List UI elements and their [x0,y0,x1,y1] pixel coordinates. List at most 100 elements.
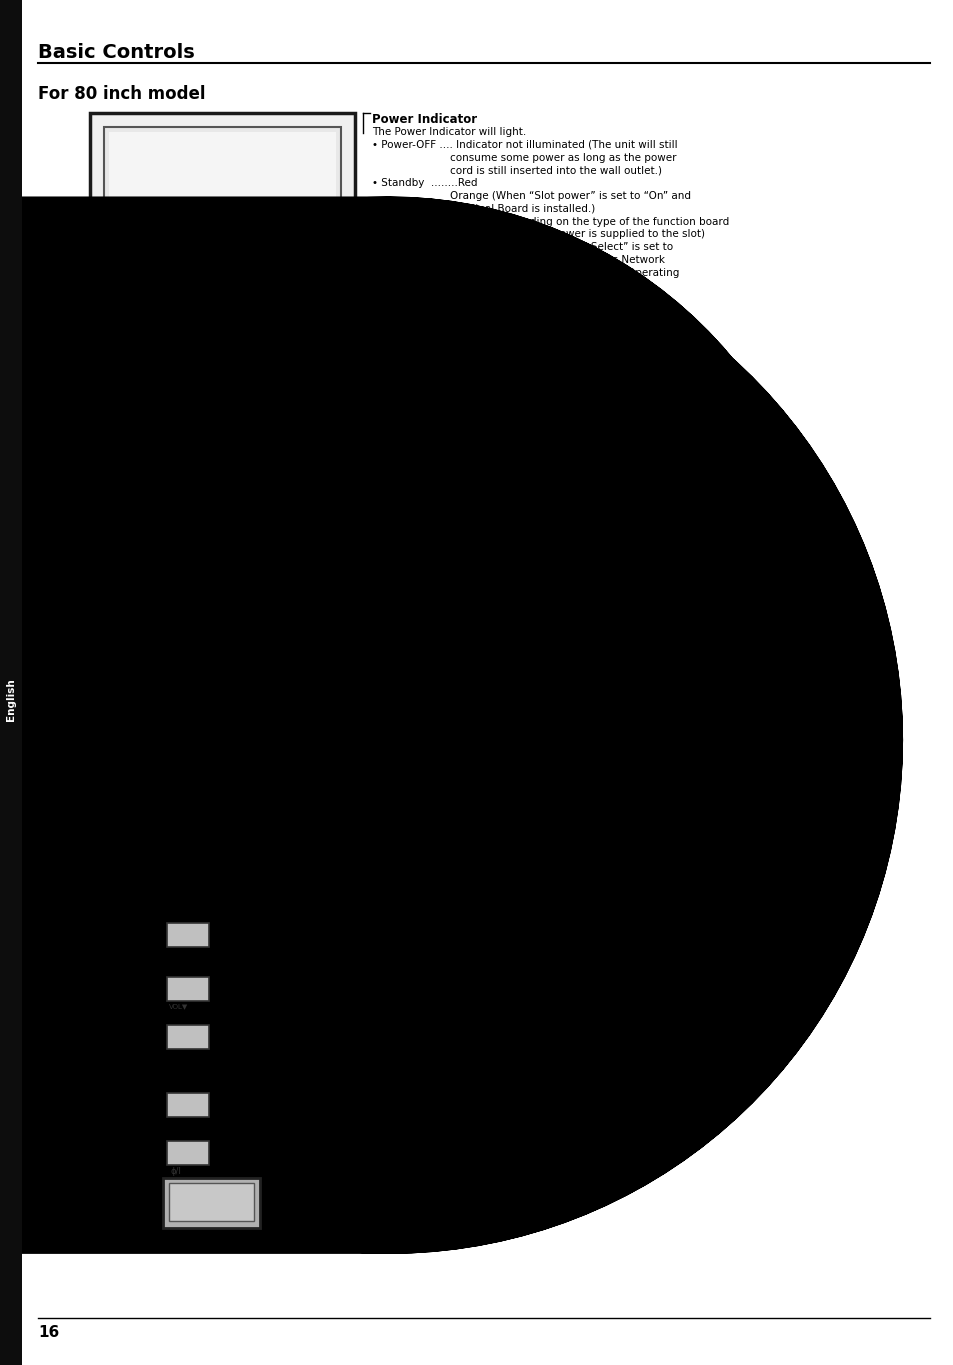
Text: installed, when the power is supplied to the slot): installed, when the power is supplied to… [372,229,704,239]
Text: cord is still inserted into the wall outlet.): cord is still inserted into the wall out… [372,165,661,175]
Bar [167,923,209,947]
Bar [344,809,352,830]
Text: Enter / Aspect button: Enter / Aspect button [283,904,424,916]
Bar [74,714,90,723]
Bar [207,295,236,330]
Bar [71,599,384,618]
Bar [169,1183,253,1222]
Text: is generally larger than that of when the power indicator is red.: is generally larger than that of when th… [372,434,703,444]
Bar [74,700,90,710]
Bar [154,893,268,1143]
Text: Basic Controls: Basic Controls [38,44,194,61]
Bar [163,908,260,1048]
Text: INPUT: INPUT [177,1149,198,1156]
Bar [90,283,355,295]
Text: Terminal board (optional accessories) insert: Terminal board (optional accessories) in… [468,733,730,747]
Bar [109,132,335,261]
Text: Detects the brightness in the viewing environment.: Detects the brightness in the viewing en… [372,581,640,591]
Bar [71,621,341,834]
Bar [167,1025,209,1048]
Text: Note:: Note: [372,408,404,419]
Text: ϕ/I: ϕ/I [171,1167,182,1177]
Text: * These functions are not supported by TH-80LFC70E.: * These functions are not supported by T… [372,344,652,355]
Text: • HDMI1 Power management: • HDMI1 Power management [372,306,522,317]
Text: function when installed in the upper side slot.: function when installed in the upper sid… [420,805,659,815]
Text: ENTER: ENTER [176,932,199,938]
Text: INPUT button (INPUT signal selection): INPUT button (INPUT signal selection) [277,1155,530,1168]
Bar [354,809,361,830]
Text: If the power indicator is orange, power consumption during standby: If the power indicator is orange, power … [372,422,727,431]
Bar [158,695,213,730]
Text: +/▲: +/▲ [181,986,194,992]
Text: • DVI-D Power management: • DVI-D Power management [372,384,518,393]
Text: Each time the MENU button is pressed, the menu screen will switch.: Each time the MENU button is pressed, th… [283,1118,639,1127]
Bar [167,1141,209,1164]
Text: sensor: sensor [111,345,152,355]
Text: Orange (Depending on the type of the function board: Orange (Depending on the type of the fun… [372,217,728,227]
Text: USB (VIEWER):: USB (VIEWER): [420,636,519,650]
Text: slot (see page 3): slot (see page 3) [480,753,579,767]
Text: Brightness Sensor: Brightness Sensor [372,568,493,581]
Text: HDMI2 Power management: HDMI2 Power management [372,319,520,329]
Bar [0,0,22,1365]
Text: SLOT:: SLOT: [420,733,458,747]
Text: For 80 inch model: For 80 inch model [38,85,205,102]
Text: .......................... Orange (With HDMI1 or HDMI2 input signal.): .......................... Orange (With … [372,332,700,341]
Text: The Power Indicator will light.: The Power Indicator will light. [372,127,526,136]
Bar [253,689,373,770]
Bar [220,702,242,723]
Bar [90,113,355,295]
Text: Orange (When “Slot power” is set to “On” and: Orange (When “Slot power” is set to “On”… [372,191,690,201]
Text: Power Indicator: Power Indicator [372,113,476,126]
Circle shape [334,287,337,291]
Text: Main Power On / Off Switch: Main Power On / Off Switch [283,1188,464,1201]
Text: English: English [6,678,16,721]
Text: ..........................Orange (With DVI input signal.): ..........................Orange (With D… [372,396,628,405]
Text: consume some power as long as the power: consume some power as long as the power [372,153,676,162]
Bar [74,728,90,738]
Text: Instructions, Network Operations”): Instructions, Network Operations”) [372,281,631,291]
Bar [167,977,209,1001]
Text: “+”: press to move the cursor up: “+”: press to move the cursor up [283,971,456,980]
Text: • PC Power management (DPMS): • PC Power management (DPMS) [372,358,543,367]
Text: Note:: Note: [420,768,457,781]
Text: Standby” is set to “On”. Refer to “Operating: Standby” is set to “On”. Refer to “Opera… [372,268,679,278]
Bar [163,1178,260,1228]
Text: VOL▼: VOL▼ [169,1003,188,1009]
Bar [68,595,388,839]
Bar [104,127,340,272]
Bar [374,809,381,830]
Text: Volume Up “+” Down “–”: Volume Up “+” Down “–” [283,945,414,954]
Bar [71,695,91,775]
Bar [90,384,154,448]
Text: • Power-OFF .... Indicator not illuminated (The unit will still: • Power-OFF .... Indicator not illuminat… [372,139,677,150]
Text: Remote control: Remote control [84,332,180,343]
Text: ..........................Orange (With PC input signal.): ..........................Orange (With P… [372,370,624,381]
Text: The upper side slot is for terminal board with 2-slot: The upper side slot is for terminal boar… [420,781,689,790]
Text: MENU Screen ON / OFF: MENU Screen ON / OFF [283,1106,435,1118]
Text: -/▼: -/▼ [183,1035,193,1040]
Text: Connect to USB memory.: Connect to USB memory. [522,636,674,650]
Text: MENU: MENU [177,1102,198,1108]
Text: • Power-ON ...... Green: • Power-ON ...... Green [372,293,490,303]
Text: “–”: press to move the cursor down: “–”: press to move the cursor down [283,983,467,992]
Bar [167,330,276,348]
Text: Volume Adjustment: Volume Adjustment [283,931,412,945]
Text: Orange (When “Control I/F Select” is set to: Orange (When “Control I/F Select” is set… [372,242,673,253]
Bar [154,390,365,440]
Circle shape [326,287,330,291]
Text: width. The terminal board with 1-slot width does not: width. The terminal board with 1-slot wi… [420,793,695,803]
Bar [96,695,151,730]
Text: Terminal Board is installed.): Terminal Board is installed.) [372,203,595,214]
Text: • Standby  ........Red: • Standby ........Red [372,179,477,188]
Bar [74,743,90,752]
Text: 16: 16 [38,1325,59,1340]
Text: When the menu screen is displayed:: When the menu screen is displayed: [283,957,473,966]
Bar [341,599,384,835]
Bar [74,756,90,766]
Text: “DIGITAL LINK/LAN” or “Wireless Network: “DIGITAL LINK/LAN” or “Wireless Network [372,255,664,265]
Bar [167,1093,209,1117]
Bar [341,655,384,685]
Bar [364,809,372,830]
Bar [85,229,180,300]
